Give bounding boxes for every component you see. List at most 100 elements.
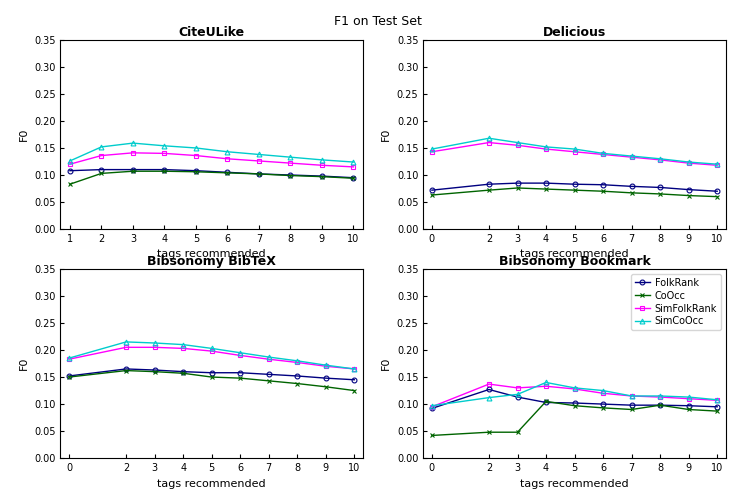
- SimCoOcc: [713, 397, 722, 403]
- CoOcc: [318, 174, 327, 180]
- Line: SimFolkRank: SimFolkRank: [67, 150, 356, 169]
- FolkRank: [64, 373, 73, 379]
- SimCoOcc: [350, 366, 359, 372]
- FolkRank: [178, 369, 187, 374]
- Legend: FolkRank, CoOcc, SimFolkRank, SimCoOcc: FolkRank, CoOcc, SimFolkRank, SimCoOcc: [631, 274, 721, 330]
- Y-axis label: F0: F0: [18, 128, 29, 141]
- Title: Bibsonomy BibTeX: Bibsonomy BibTeX: [147, 255, 276, 268]
- FolkRank: [627, 183, 636, 189]
- SimCoOcc: [191, 145, 200, 151]
- SimFolkRank: [655, 394, 665, 400]
- CoOcc: [427, 192, 436, 198]
- SimCoOcc: [513, 391, 522, 397]
- Line: CoOcc: CoOcc: [429, 399, 720, 438]
- SimFolkRank: [349, 164, 358, 170]
- SimCoOcc: [427, 146, 436, 152]
- CoOcc: [254, 171, 263, 177]
- FolkRank: [655, 184, 665, 190]
- FolkRank: [485, 386, 494, 392]
- Line: FolkRank: FolkRank: [429, 387, 720, 411]
- Line: SimCoOcc: SimCoOcc: [67, 140, 356, 164]
- CoOcc: [541, 186, 550, 192]
- SimFolkRank: [427, 149, 436, 155]
- X-axis label: tags recommended: tags recommended: [520, 479, 629, 489]
- SimFolkRank: [513, 142, 522, 148]
- SimCoOcc: [684, 159, 693, 165]
- FolkRank: [655, 402, 665, 408]
- CoOcc: [599, 405, 608, 411]
- SimFolkRank: [254, 158, 263, 164]
- SimCoOcc: [122, 339, 131, 345]
- CoOcc: [160, 168, 169, 174]
- SimCoOcc: [599, 387, 608, 393]
- Line: FolkRank: FolkRank: [67, 367, 357, 382]
- SimCoOcc: [129, 140, 138, 146]
- CoOcc: [485, 187, 494, 193]
- SimFolkRank: [541, 146, 550, 152]
- CoOcc: [627, 406, 636, 412]
- FolkRank: [513, 394, 522, 400]
- SimCoOcc: [64, 355, 73, 361]
- CoOcc: [627, 190, 636, 196]
- SimFolkRank: [207, 348, 216, 354]
- FolkRank: [254, 171, 263, 177]
- CoOcc: [64, 374, 73, 380]
- SimCoOcc: [178, 342, 187, 348]
- SimCoOcc: [97, 144, 106, 150]
- FolkRank: [318, 173, 327, 179]
- SimFolkRank: [160, 150, 169, 156]
- Line: FolkRank: FolkRank: [67, 167, 356, 180]
- FolkRank: [286, 172, 295, 178]
- SimFolkRank: [293, 360, 302, 366]
- SimCoOcc: [627, 393, 636, 399]
- CoOcc: [321, 384, 330, 390]
- FolkRank: [427, 405, 436, 411]
- FolkRank: [684, 403, 693, 409]
- Y-axis label: F0: F0: [381, 357, 392, 370]
- SimFolkRank: [97, 152, 106, 158]
- SimFolkRank: [713, 397, 722, 403]
- FolkRank: [513, 180, 522, 186]
- SimCoOcc: [485, 394, 494, 400]
- CoOcc: [485, 429, 494, 435]
- FolkRank: [129, 167, 138, 173]
- SimFolkRank: [570, 149, 579, 155]
- CoOcc: [713, 408, 722, 414]
- FolkRank: [160, 167, 169, 173]
- SimFolkRank: [485, 381, 494, 387]
- SimCoOcc: [223, 149, 232, 155]
- CoOcc: [599, 188, 608, 194]
- FolkRank: [122, 366, 131, 372]
- SimCoOcc: [427, 403, 436, 409]
- CoOcc: [655, 191, 665, 197]
- SimCoOcc: [684, 394, 693, 400]
- SimFolkRank: [65, 161, 74, 167]
- FolkRank: [541, 399, 550, 405]
- SimFolkRank: [599, 151, 608, 157]
- FolkRank: [207, 370, 216, 375]
- SimFolkRank: [64, 356, 73, 362]
- SimCoOcc: [513, 139, 522, 145]
- FolkRank: [485, 181, 494, 187]
- SimCoOcc: [160, 143, 169, 149]
- SimCoOcc: [349, 159, 358, 165]
- SimFolkRank: [599, 390, 608, 396]
- SimFolkRank: [541, 383, 550, 389]
- Y-axis label: F0: F0: [18, 357, 29, 370]
- Line: SimFolkRank: SimFolkRank: [67, 345, 357, 372]
- CoOcc: [286, 173, 295, 179]
- SimFolkRank: [485, 139, 494, 145]
- SimFolkRank: [655, 157, 665, 163]
- FolkRank: [349, 175, 358, 181]
- SimCoOcc: [541, 379, 550, 385]
- CoOcc: [541, 398, 550, 404]
- SimFolkRank: [513, 385, 522, 391]
- CoOcc: [293, 380, 302, 386]
- SimFolkRank: [350, 366, 359, 372]
- FolkRank: [427, 187, 436, 193]
- FolkRank: [713, 188, 722, 194]
- CoOcc: [178, 371, 187, 376]
- Line: CoOcc: CoOcc: [67, 368, 357, 393]
- SimCoOcc: [485, 135, 494, 141]
- FolkRank: [627, 402, 636, 408]
